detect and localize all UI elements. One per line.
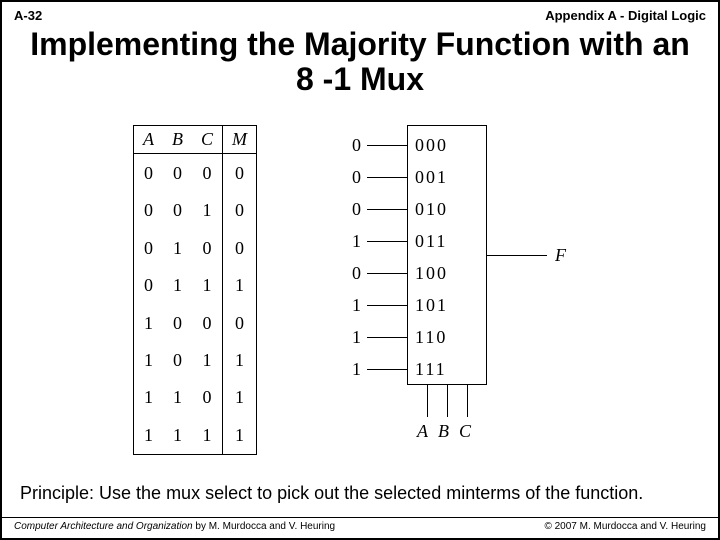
table-row: 1000	[133, 304, 256, 341]
table-cell: 0	[163, 154, 192, 192]
table-cell: 0	[192, 154, 223, 192]
table-cell: 0	[192, 379, 223, 416]
table-cell: 1	[223, 379, 257, 416]
table-cell: 1	[133, 304, 163, 341]
mux-diagram: 00000001001010110100110111101111 F A B C	[327, 125, 587, 455]
mux-select-wire	[467, 385, 468, 417]
mux-input-row: 1111	[327, 355, 507, 383]
mux-input-row: 0 001	[327, 163, 507, 191]
footer-copyright: © 2007 M. Murdocca and V. Heuring	[544, 521, 706, 532]
table-cell: 0	[163, 304, 192, 341]
th-m: M	[223, 126, 257, 154]
mux-input-value: 1	[327, 295, 367, 316]
mux-output-wire	[487, 255, 547, 256]
table-cell: 0	[192, 229, 223, 266]
mux-select-wire	[427, 385, 428, 417]
sel-b: B	[438, 421, 449, 442]
table-cell: 0	[163, 342, 192, 379]
mux-input-row: 1 101	[327, 291, 507, 319]
sel-c: C	[459, 421, 471, 442]
book-title: Computer Architecture and Organization	[14, 521, 193, 532]
table-cell: 0	[133, 192, 163, 229]
mux-input-wire	[367, 273, 407, 274]
table-cell: 1	[163, 229, 192, 266]
mux-input-wire	[367, 177, 407, 178]
table-cell: 1	[192, 267, 223, 304]
content-area: A B C M 00000010010001111000101111011111…	[2, 125, 718, 455]
mux-select-labels: A B C	[417, 421, 471, 442]
mux-input-row: 0 010	[327, 195, 507, 223]
mux-address-label: 111	[407, 359, 447, 380]
mux-input-value: 1	[327, 231, 367, 252]
mux-address-label: 101	[407, 295, 448, 316]
mux-input-row: 0000	[327, 131, 507, 159]
table-cell: 0	[133, 229, 163, 266]
table-cell: 1	[223, 417, 257, 455]
th-a: A	[133, 126, 163, 154]
table-cell: 1	[133, 417, 163, 455]
table-cell: 1	[163, 417, 192, 455]
mux-input-value: 0	[327, 167, 367, 188]
sel-a: A	[417, 421, 428, 442]
table-cell: 1	[192, 342, 223, 379]
mux-input-row: 0 100	[327, 259, 507, 287]
table-cell: 1	[192, 192, 223, 229]
table-row: 1111	[133, 417, 256, 455]
table-cell: 1	[133, 379, 163, 416]
table-cell: 0	[133, 154, 163, 192]
page-number: A-32	[14, 8, 42, 23]
section-label: Appendix A - Digital Logic	[545, 8, 706, 23]
th-b: B	[163, 126, 192, 154]
table-row: 0111	[133, 267, 256, 304]
table-cell: 0	[223, 192, 257, 229]
mux-output-label: F	[555, 245, 566, 266]
table-cell: 0	[192, 304, 223, 341]
th-c: C	[192, 126, 223, 154]
table-cell: 0	[223, 229, 257, 266]
mux-input-row: 1 011	[327, 227, 507, 255]
mux-address-label: 011	[407, 231, 447, 252]
mux-input-value: 0	[327, 263, 367, 284]
mux-address-label: 010	[407, 199, 448, 220]
mux-input-wire	[367, 209, 407, 210]
slide-title: Implementing the Majority Function with …	[2, 27, 718, 97]
table-cell: 0	[223, 304, 257, 341]
table-row: 0000	[133, 154, 256, 192]
table-cell: 1	[163, 267, 192, 304]
mux-input-value: 1	[327, 359, 367, 380]
table-cell: 1	[223, 342, 257, 379]
book-authors: by M. Murdocca and V. Heuring	[193, 521, 335, 532]
mux-address-label: 100	[407, 263, 448, 284]
mux-input-value: 1	[327, 327, 367, 348]
mux-input-row: 1 110	[327, 323, 507, 351]
truth-table: A B C M 00000010010001111000101111011111	[133, 125, 257, 455]
table-cell: 1	[163, 379, 192, 416]
table-cell: 0	[163, 192, 192, 229]
table-row: 1011	[133, 342, 256, 379]
table-cell: 0	[223, 154, 257, 192]
table-row: 0010	[133, 192, 256, 229]
mux-address-label: 000	[407, 135, 448, 156]
table-row: 0100	[133, 229, 256, 266]
table-cell: 1	[223, 267, 257, 304]
principle-text: Principle: Use the mux select to pick ou…	[20, 483, 700, 504]
table-cell: 1	[133, 342, 163, 379]
mux-input-wire	[367, 145, 407, 146]
mux-input-wire	[367, 337, 407, 338]
slide-header: A-32 Appendix A - Digital Logic	[2, 2, 718, 23]
footer-left: Computer Architecture and Organization b…	[14, 521, 335, 532]
slide-footer: Computer Architecture and Organization b…	[2, 517, 718, 532]
mux-input-wire	[367, 241, 407, 242]
mux-input-wire	[367, 369, 407, 370]
table-cell: 1	[192, 417, 223, 455]
mux-address-label: 001	[407, 167, 448, 188]
mux-input-value: 0	[327, 199, 367, 220]
mux-select-wire	[447, 385, 448, 417]
mux-input-value: 0	[327, 135, 367, 156]
table-row: 1101	[133, 379, 256, 416]
mux-input-wire	[367, 305, 407, 306]
mux-address-label: 110	[407, 327, 447, 348]
table-cell: 0	[133, 267, 163, 304]
